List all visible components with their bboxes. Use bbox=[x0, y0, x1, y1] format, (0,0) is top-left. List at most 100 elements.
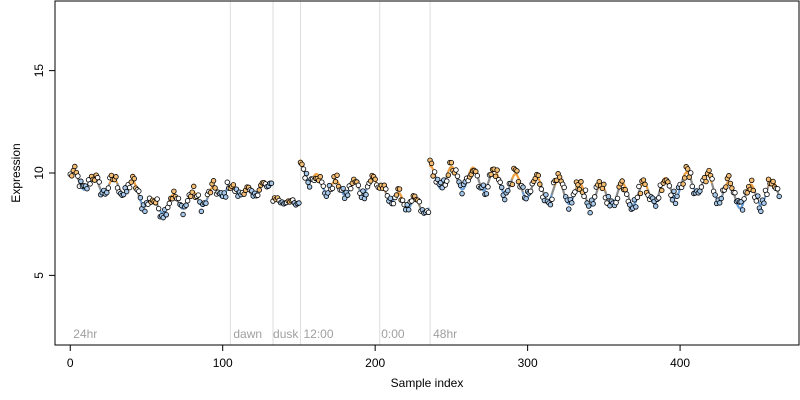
data-point bbox=[198, 208, 205, 215]
data-point bbox=[355, 182, 362, 188]
data-point bbox=[340, 185, 346, 192]
data-point bbox=[535, 172, 541, 179]
data-point bbox=[131, 175, 137, 182]
data-point bbox=[494, 167, 500, 173]
data-point bbox=[387, 195, 394, 202]
data-point bbox=[527, 188, 534, 195]
data-point bbox=[592, 194, 598, 200]
data-point bbox=[399, 197, 406, 203]
data-point bbox=[671, 188, 677, 194]
data-point bbox=[94, 174, 101, 181]
data-point bbox=[72, 163, 78, 170]
data-point bbox=[605, 193, 612, 200]
data-point bbox=[672, 200, 679, 207]
data-point bbox=[104, 189, 110, 196]
data-point bbox=[87, 181, 93, 187]
data-point bbox=[416, 199, 423, 205]
data-point bbox=[718, 195, 724, 202]
segment-labels: 24hr dawn dusk 12:00 0:00 48hr bbox=[73, 327, 457, 341]
data-point bbox=[729, 185, 735, 191]
data-point bbox=[69, 173, 75, 179]
data-point bbox=[755, 193, 761, 199]
data-point bbox=[136, 188, 142, 194]
data-point bbox=[685, 166, 691, 172]
data-point bbox=[587, 210, 593, 216]
data-point bbox=[753, 198, 760, 204]
data-point bbox=[572, 189, 578, 195]
data-point bbox=[497, 179, 503, 185]
data-point bbox=[727, 180, 734, 187]
data-point bbox=[659, 187, 665, 194]
data-point bbox=[717, 200, 723, 206]
y-axis-title: Expression bbox=[9, 143, 23, 202]
data-point bbox=[223, 194, 229, 200]
data-point bbox=[334, 172, 340, 178]
data-point bbox=[499, 184, 505, 191]
data-point bbox=[175, 195, 182, 202]
data-point bbox=[703, 178, 709, 185]
data-point bbox=[750, 187, 756, 194]
data-point bbox=[633, 204, 639, 210]
data-point bbox=[383, 186, 389, 192]
data-point bbox=[505, 188, 511, 194]
data-point bbox=[431, 169, 438, 175]
data-point bbox=[434, 176, 441, 183]
data-point bbox=[296, 200, 302, 206]
x-tick-label: 200 bbox=[365, 356, 385, 370]
data-point bbox=[325, 190, 331, 196]
data-point bbox=[363, 192, 369, 198]
data-point bbox=[329, 185, 336, 192]
data-point bbox=[492, 173, 499, 180]
data-point bbox=[681, 175, 688, 181]
data-point bbox=[642, 181, 648, 188]
data-point bbox=[485, 184, 491, 190]
data-point bbox=[656, 195, 662, 201]
data-point bbox=[345, 192, 351, 198]
data-point bbox=[582, 187, 589, 193]
data-point bbox=[105, 185, 112, 191]
data-point bbox=[113, 174, 119, 180]
segment-label: dawn bbox=[233, 327, 262, 341]
data-point bbox=[372, 176, 378, 182]
data-point bbox=[575, 182, 581, 188]
data-point bbox=[619, 178, 625, 184]
data-point bbox=[744, 190, 750, 196]
data-point bbox=[195, 192, 202, 198]
data-point bbox=[480, 182, 487, 188]
data-point bbox=[428, 160, 435, 167]
data-point bbox=[302, 175, 308, 181]
data-point bbox=[212, 185, 218, 191]
data-point bbox=[230, 182, 237, 188]
data-point bbox=[634, 194, 641, 201]
data-point bbox=[706, 167, 712, 174]
data-point bbox=[688, 170, 694, 176]
data-point bbox=[256, 187, 262, 193]
data-point bbox=[154, 196, 160, 202]
data-point bbox=[444, 178, 450, 184]
data-point bbox=[652, 203, 659, 209]
data-point bbox=[523, 195, 529, 202]
data-point bbox=[189, 189, 195, 195]
data-point bbox=[578, 179, 584, 185]
data-point bbox=[709, 176, 715, 182]
data-point bbox=[454, 173, 461, 179]
data-point bbox=[566, 206, 572, 212]
data-point bbox=[367, 178, 374, 184]
data-point bbox=[509, 181, 516, 188]
y-axis: 5 10 15 bbox=[32, 64, 56, 279]
data-point bbox=[614, 195, 621, 202]
data-point bbox=[774, 186, 781, 192]
data-point bbox=[127, 184, 133, 191]
data-point bbox=[764, 191, 770, 198]
data-point bbox=[155, 205, 162, 212]
data-point bbox=[726, 173, 732, 179]
segment-dividers bbox=[229, 1, 431, 345]
data-point bbox=[739, 207, 746, 213]
y-tick-label: 5 bbox=[32, 272, 46, 279]
data-point bbox=[622, 186, 628, 193]
data-point bbox=[590, 201, 596, 207]
segment-label: 24hr bbox=[73, 327, 97, 341]
data-point bbox=[666, 183, 673, 189]
x-tick-label: 400 bbox=[670, 356, 690, 370]
data-point bbox=[142, 208, 148, 215]
